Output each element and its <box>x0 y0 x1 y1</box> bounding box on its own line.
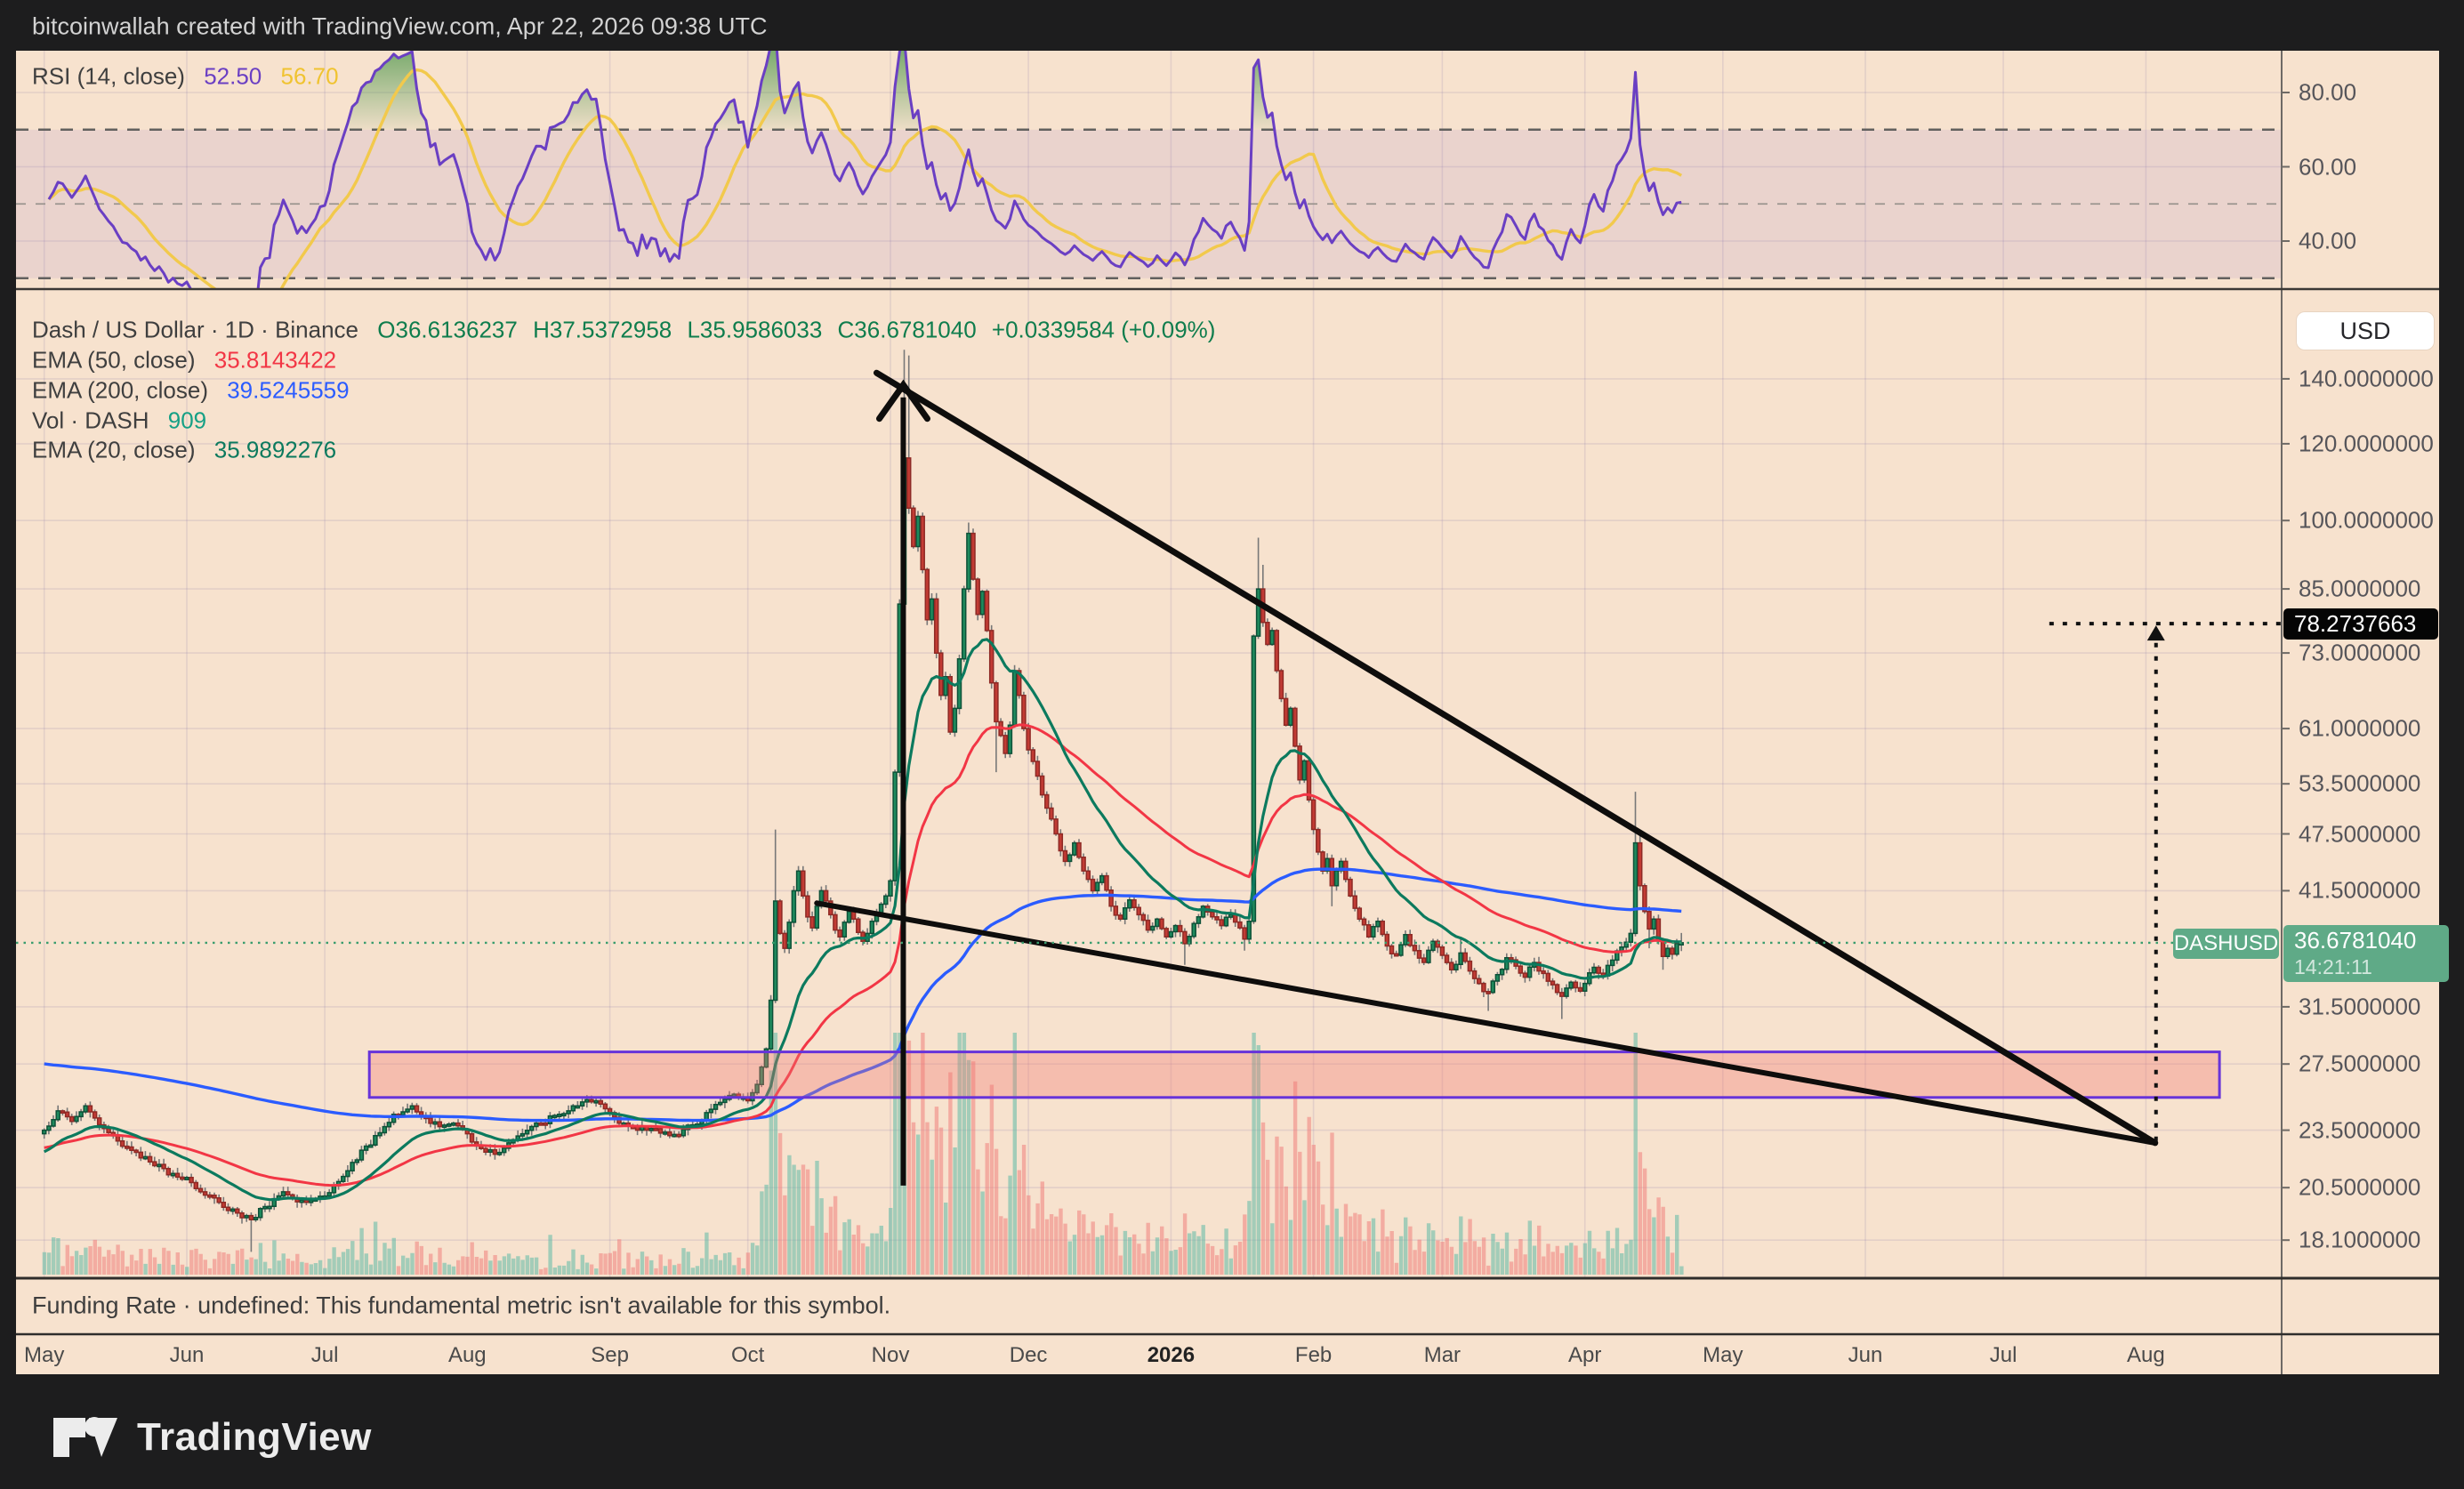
time-axis-label: Aug <box>447 1343 487 1367</box>
time-axis-label: Feb <box>1294 1343 1333 1367</box>
rsi-legend: RSI (14, close) 52.50 56.70 <box>32 63 339 91</box>
attribution-text: bitcoinwallah created with TradingView.c… <box>32 12 768 40</box>
rsi-axis-label: 80.00 <box>2299 78 2357 106</box>
volume-value: 909 <box>167 406 207 434</box>
time-axis-label: Jun <box>1848 1343 1883 1367</box>
price-axis-label: 61.0000000 <box>2299 714 2421 742</box>
tradingview-logo: TradingView <box>52 1411 372 1464</box>
volume-label: Vol · DASH <box>32 406 149 434</box>
ohlc-high: H37.5372958 <box>533 316 672 343</box>
ema50-value: 35.8143422 <box>213 346 337 374</box>
price-axis-label: 140.0000000 <box>2299 365 2434 392</box>
time-axis-label: Jul <box>310 1343 339 1367</box>
ema200-value: 39.5245559 <box>227 376 350 404</box>
current-price-badge: 36.6781040 14:21:11 <box>2283 925 2449 982</box>
time-axis-label: Oct <box>731 1343 765 1367</box>
time-axis-label: Sep <box>591 1343 629 1367</box>
symbol-title: Dash / US Dollar · 1D · Binance <box>32 316 359 343</box>
price-axis-label: 31.5000000 <box>2299 993 2421 1020</box>
price-axis-label: 27.5000000 <box>2299 1050 2421 1077</box>
time-axis-label: Nov <box>871 1343 910 1367</box>
time-axis-label: Jul <box>1989 1343 2017 1367</box>
currency-button[interactable]: USD <box>2297 312 2434 350</box>
rsi-axis-label: 60.00 <box>2299 153 2357 180</box>
indicator-row-volume: Vol · DASH 909 <box>32 407 206 435</box>
tradingview-logo-icon <box>53 1417 117 1457</box>
time-axis-label: May <box>1703 1343 1743 1367</box>
rsi-legend-label: RSI (14, close) <box>32 62 185 90</box>
price-axis-label: 47.5000000 <box>2299 820 2421 847</box>
indicator-row-ema200: EMA (200, close) 39.5245559 <box>32 377 350 405</box>
ohlc-readout: O36.6136237 H37.5372958 L35.9586033 C36.… <box>377 317 1224 343</box>
time-axis-label: May <box>24 1343 65 1367</box>
indicator-row-ema50: EMA (50, close) 35.8143422 <box>32 347 336 374</box>
ohlc-change: +0.0339584 (+0.09%) <box>991 316 1216 343</box>
price-axis-label: 53.5000000 <box>2299 769 2421 797</box>
price-axis-label: 73.0000000 <box>2299 639 2421 666</box>
time-axis-label: Mar <box>1423 1343 1461 1367</box>
time-axis-label: 2026 <box>1147 1343 1196 1367</box>
time-axis-label: Jun <box>169 1343 205 1367</box>
time-axis-label: Apr <box>1568 1343 1602 1367</box>
symbol-price-flag: DASHUSD <box>2173 929 2279 959</box>
price-axis-label: 20.5000000 <box>2299 1173 2421 1201</box>
indicator-row-ema20: EMA (20, close) 35.9892276 <box>32 437 336 464</box>
ema20-label: EMA (20, close) <box>32 436 196 463</box>
ema20-value: 35.9892276 <box>213 436 337 463</box>
chart-canvas[interactable] <box>16 51 2439 1374</box>
time-axis-label: Aug <box>2127 1343 2165 1367</box>
price-axis-label: 85.0000000 <box>2299 575 2421 602</box>
ohlc-low: L35.9586033 <box>687 316 823 343</box>
target-price-badge: 78.2737663 <box>2283 608 2438 640</box>
price-axis-label: 23.5000000 <box>2299 1116 2421 1144</box>
tradingview-logo-text: TradingView <box>137 1415 372 1459</box>
price-axis-label: 18.1000000 <box>2299 1226 2421 1253</box>
ohlc-close: C36.6781040 <box>837 316 977 343</box>
rsi-value: 52.50 <box>204 62 262 90</box>
candle-countdown: 14:21:11 <box>2294 955 2372 978</box>
ema50-label: EMA (50, close) <box>32 346 196 374</box>
price-axis-label: 120.0000000 <box>2299 430 2434 457</box>
time-axis-label: Dec <box>1009 1343 1048 1367</box>
current-price-value: 36.6781040 <box>2294 927 2417 954</box>
rsi-ma-value: 56.70 <box>280 62 339 90</box>
price-axis-label: 100.0000000 <box>2299 506 2434 534</box>
price-axis-label: 41.5000000 <box>2299 876 2421 904</box>
funding-rate-notice: Funding Rate · undefined: This fundament… <box>32 1292 891 1319</box>
rsi-axis-label: 40.00 <box>2299 227 2357 254</box>
symbol-legend: Dash / US Dollar · 1D · Binance O36.6136… <box>32 317 1224 344</box>
ema200-label: EMA (200, close) <box>32 376 208 404</box>
ohlc-open: O36.6136237 <box>377 316 518 343</box>
